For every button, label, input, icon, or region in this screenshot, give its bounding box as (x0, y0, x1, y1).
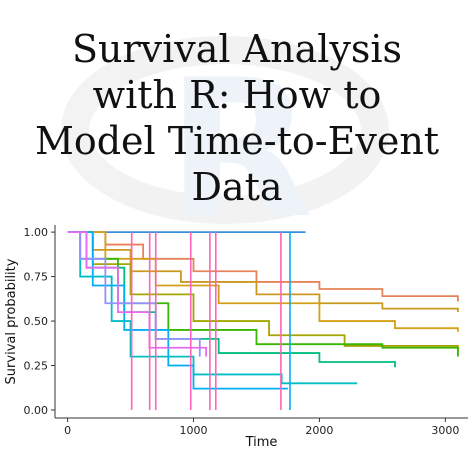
x-tick-label: 3000 (431, 424, 459, 437)
y-tick-label: 0.75 (24, 271, 49, 284)
chart: 0.00 0.25 0.50 0.75 1.00 0 1000 2000 3000 Time Sur… (4, 225, 468, 450)
y-tick-label: 0.00 (24, 404, 49, 417)
title-line: Survival Analysis (72, 27, 402, 71)
title-line: Data (191, 165, 282, 209)
y-tick-label: 0.25 (24, 360, 49, 373)
x-axis-label: Time (245, 435, 278, 450)
x-tick-label: 2000 (305, 424, 333, 437)
watermark: R (61, 36, 389, 260)
title-line: with R: How to (93, 73, 382, 117)
y-axis-label: Survival probability (4, 258, 19, 384)
x-tick-label: 1000 (180, 424, 208, 437)
x-tick-label: 0 (64, 424, 71, 437)
y-tick-label: 0.50 (24, 315, 49, 328)
title-line: Model Time-to-Event (35, 119, 439, 163)
survival-curve (67, 231, 201, 357)
survival-curve (67, 231, 207, 357)
svg-text:R: R (167, 39, 313, 260)
y-tick-label: 1.00 (24, 226, 49, 239)
survival-curve (67, 231, 459, 302)
